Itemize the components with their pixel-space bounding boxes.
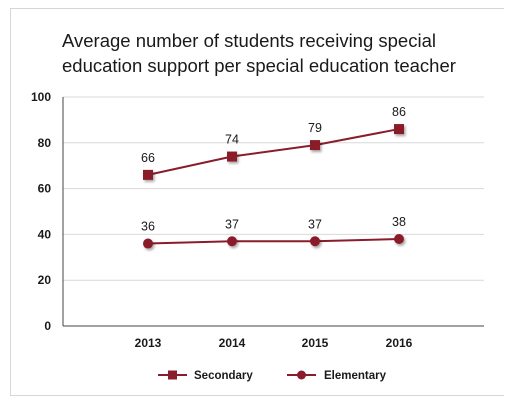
data-label: 37 [308,217,322,231]
chart-frame [10,8,504,396]
y-tick-label: 80 [38,136,52,150]
data-label: 38 [392,215,406,229]
x-tick-label: 2015 [302,336,329,350]
y-tick-label: 40 [38,227,52,241]
data-point-secondary [143,169,153,180]
legend-marker-elementary [297,370,306,380]
data-point-secondary [310,140,320,151]
y-tick-label: 60 [38,182,52,196]
data-point-elementary [310,236,320,247]
y-tick-label: 20 [38,273,52,287]
legend-label-elementary: Elementary [324,370,387,382]
data-label: 66 [141,151,155,165]
data-label: 37 [225,217,239,231]
data-point-elementary [143,238,153,249]
data-point-elementary [394,233,404,244]
chart-title: Average number of students receiving spe… [62,30,456,76]
data-label: 36 [141,220,155,234]
data-label: 86 [392,105,406,119]
x-tick-label: 2014 [219,336,246,350]
series-line-secondary [147,128,400,176]
data-point-secondary [394,124,404,135]
data-point-secondary [227,151,237,162]
series-line-elementary [147,237,400,245]
y-tick-label: 100 [31,90,51,104]
legend-marker-secondary [168,370,177,380]
data-label: 79 [308,121,322,135]
y-tick-label: 0 [44,319,51,333]
x-tick-label: 2013 [135,336,162,350]
x-tick-label: 2016 [386,336,413,350]
data-point-elementary [227,236,237,247]
legend-label-secondary: Secondary [194,370,253,382]
data-label: 74 [225,133,239,147]
